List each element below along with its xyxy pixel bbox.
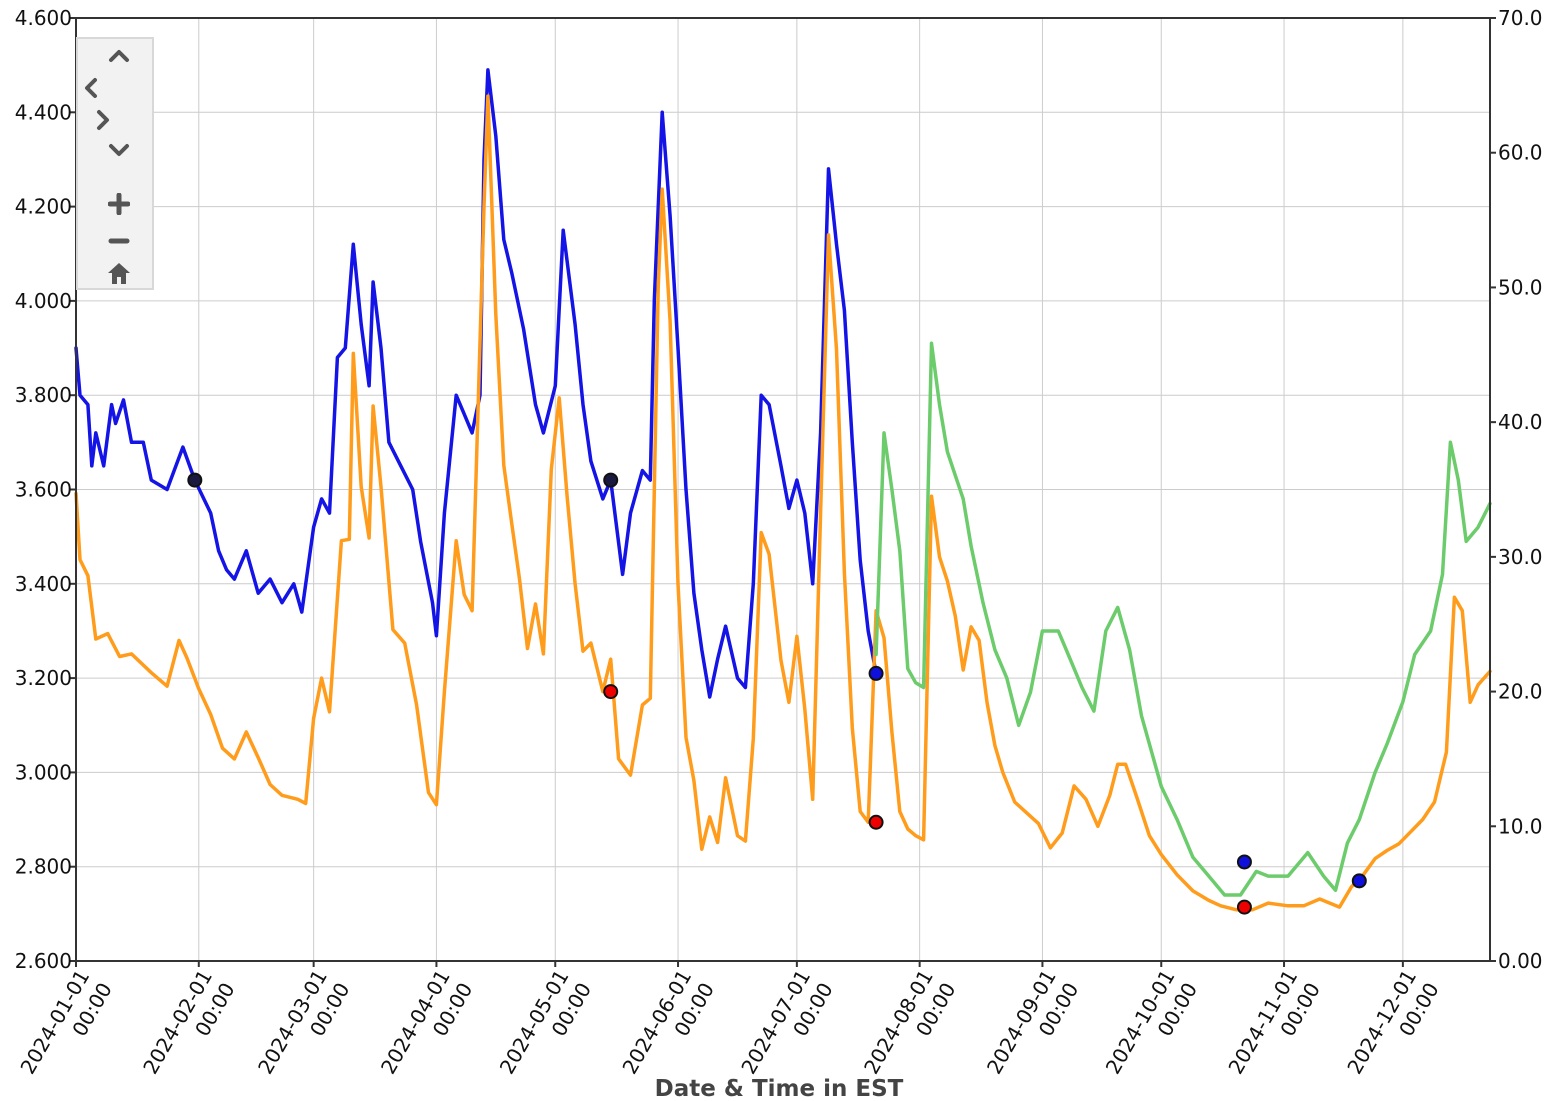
- pan-down-button[interactable]: [108, 143, 130, 159]
- pan-right-button[interactable]: [96, 109, 112, 131]
- y2-tick-label: 20.0: [1498, 680, 1543, 704]
- chart-series: [74, 68, 1492, 912]
- chevron-up-icon: [109, 50, 129, 62]
- y-tick-label: 3.600: [15, 478, 72, 502]
- y2-tick-label: 50.0: [1498, 275, 1543, 299]
- y-tick-label: 3.400: [15, 572, 72, 596]
- y-axis-ticks: 2.600 2.800 3.000 3.200 3.400 3.600 3.800 4.000…: [15, 6, 76, 973]
- data-point-marker: [1236, 899, 1252, 915]
- data-point-marker: [1351, 873, 1367, 889]
- pan-left-button[interactable]: [82, 77, 98, 99]
- data-point-marker: [868, 814, 884, 830]
- y2-tick-label: 40.0: [1498, 410, 1543, 434]
- zoom-out-button[interactable]: [108, 235, 130, 247]
- data-point-marker: [868, 665, 884, 681]
- y-tick-label: 4.200: [15, 195, 72, 219]
- data-point-marker: [187, 472, 203, 488]
- reset-home-button[interactable]: [107, 261, 131, 285]
- y2-axis-ticks: 0.00 10.0 20.0 30.0 40.0 50.0 60.0 70.0: [1490, 6, 1543, 973]
- chevron-down-icon: [109, 144, 129, 156]
- zoom-in-button[interactable]: [108, 193, 130, 215]
- home-icon: [108, 263, 130, 284]
- pan-up-button[interactable]: [108, 47, 130, 63]
- chart-markers: [187, 472, 1367, 915]
- chart-navigation-panel: [76, 37, 154, 290]
- y2-tick-label: 0.00: [1498, 949, 1543, 973]
- y-tick-label: 4.000: [15, 289, 72, 313]
- y-tick-label: 3.200: [15, 666, 72, 690]
- plus-icon: [108, 193, 130, 215]
- y-tick-label: 3.000: [15, 760, 72, 784]
- y-tick-label: 2.800: [15, 855, 72, 879]
- x-axis-title: Date & Time in EST: [655, 1076, 904, 1101]
- series-line-3: [874, 341, 1492, 897]
- data-point-marker: [603, 684, 619, 700]
- y2-tick-label: 30.0: [1498, 545, 1543, 569]
- series-line-2: [74, 94, 1492, 912]
- data-point-marker: [1236, 854, 1252, 870]
- y-tick-label: 2.600: [15, 949, 72, 973]
- y2-tick-label: 70.0: [1498, 6, 1543, 30]
- y2-tick-label: 10.0: [1498, 814, 1543, 838]
- y2-tick-label: 60.0: [1498, 141, 1543, 165]
- chevron-right-icon: [97, 110, 109, 130]
- y-tick-label: 4.400: [15, 100, 72, 124]
- y-tick-label: 3.800: [15, 383, 72, 407]
- y-tick-label: 4.600: [15, 6, 72, 30]
- minus-icon: [108, 238, 130, 244]
- series-line-1: [74, 68, 878, 699]
- chevron-left-icon: [85, 78, 97, 98]
- data-point-marker: [603, 472, 619, 488]
- chart-grid: [75, 17, 1490, 962]
